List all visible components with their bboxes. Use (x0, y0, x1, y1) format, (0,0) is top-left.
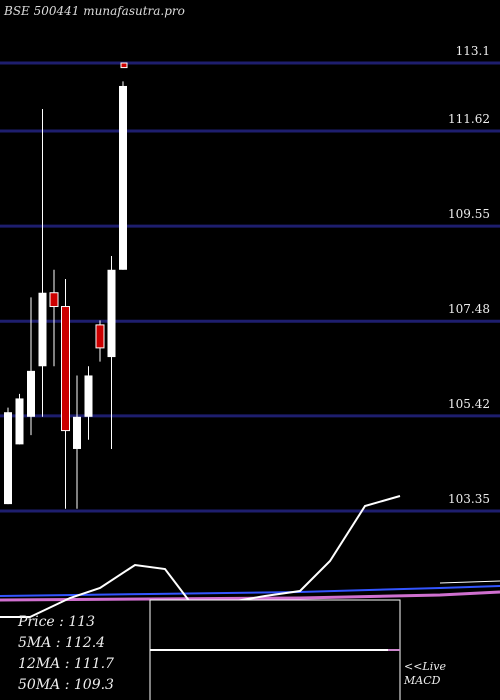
price-label-3: 107.48 (448, 302, 490, 317)
candle-body-5 (61, 306, 70, 432)
candle-body-8 (95, 324, 105, 349)
stat-50ma: 50MA : 109.3 (18, 677, 114, 693)
candle-body-9 (107, 269, 116, 358)
macd-panel (149, 599, 401, 700)
candle-body-2 (27, 370, 35, 417)
candles-layer (4, 62, 128, 509)
candle-body-1 (15, 398, 24, 445)
stat-price: Price : 113 (18, 614, 96, 630)
indicator-layer (0, 495, 500, 618)
price-label-4: 105.42 (448, 396, 490, 411)
price-label-0: 113.1 (455, 44, 490, 58)
stat-5ma: 5MA : 112.4 (18, 635, 106, 651)
ma-line-pink (0, 590, 500, 602)
candle-body-7 (84, 375, 93, 417)
live-link[interactable]: <<Live (404, 660, 446, 673)
chart-title: BSE 500441 munafasutra.pro (4, 4, 185, 18)
candle-body-0 (4, 412, 12, 505)
price-label-5: 103.35 (448, 492, 490, 506)
macd-label: MACD (404, 674, 441, 687)
candle-body-10 (119, 85, 127, 270)
ma-line-dotted (439, 580, 500, 584)
candle-body-6 (73, 416, 81, 449)
price-label-1: 111.62 (448, 112, 490, 126)
candle-body-3 (38, 292, 47, 367)
price-label-2: 109.55 (448, 207, 490, 222)
candle-body-4 (49, 292, 59, 308)
price-grid-lines (0, 61, 500, 513)
stat-12ma: 12MA : 111.7 (18, 656, 114, 672)
candle-body-11 (120, 62, 128, 69)
stats-panel: Price : 113 5MA : 112.4 12MA : 111.7 50M… (18, 612, 114, 696)
live-macd-label: <<Live MACD (404, 660, 446, 688)
